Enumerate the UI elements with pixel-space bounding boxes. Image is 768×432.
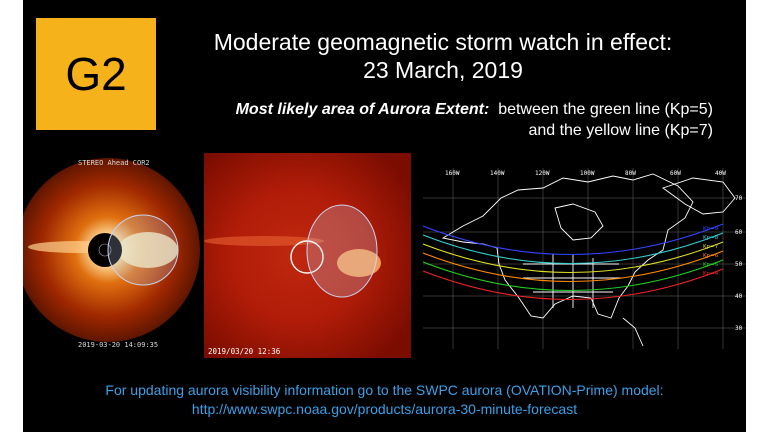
aurora-extent-green-line: between the green line (Kp=5) <box>498 101 713 118</box>
kp-line <box>423 232 724 265</box>
lasco-timestamp: 2019/03/20 12:36 <box>208 347 281 356</box>
aurora-extent-yellow-line: and the yellow line (Kp=7) <box>528 122 713 139</box>
watch-date: 23 March, 2019 <box>363 57 523 83</box>
map-longitude-label: 160W <box>445 170 460 177</box>
kp-line <box>423 241 724 274</box>
forecast-link[interactable]: http://www.swpc.noaa.gov/products/aurora… <box>191 401 578 417</box>
kp-line-label: Kp=5 <box>703 262 719 268</box>
watch-title: Moderate geomagnetic storm watch in effe… <box>183 28 703 84</box>
footer-text: For updating aurora visibility informati… <box>105 382 664 398</box>
map-latitude-label: 60 <box>735 229 743 236</box>
cor2-header: STEREO Ahead COR2 <box>78 159 150 167</box>
slide: G2 Moderate geomagnetic storm watch in e… <box>23 0 746 432</box>
kp-line-label: Kp=9 <box>703 226 719 232</box>
map-latitude-label: 30 <box>735 325 743 332</box>
map-latitude-label: 50 <box>735 261 743 268</box>
storm-level-badge: G2 <box>36 18 156 130</box>
footer: For updating aurora visibility informati… <box>23 381 746 419</box>
cor2-timestamp: 2019-03-20 14:09:35 <box>78 341 158 349</box>
storm-level-label: G2 <box>65 48 127 100</box>
map-longitude-label: 80W <box>625 170 636 177</box>
kp-line <box>423 250 724 283</box>
map-longitude-label: 40W <box>715 170 726 177</box>
kp-line-label: Kp=4 <box>703 271 719 277</box>
map-latitude-label: 70 <box>735 195 743 202</box>
kp-line-label: Kp=8 <box>703 235 719 241</box>
stereo-cor2-image: STEREO Ahead COR2 2019-03-20 14:09:35 <box>23 155 203 352</box>
kp-line <box>423 223 724 256</box>
kp-line-label: Kp=6 <box>703 253 719 259</box>
aurora-extent-note: Most likely area of Aurora Extent: betwe… <box>173 99 713 141</box>
kp-line-label: Kp=7 <box>703 244 719 250</box>
watch-title-line1: Moderate geomagnetic storm watch in effe… <box>213 29 673 55</box>
map-longitude-label: 100W <box>580 170 595 177</box>
kp-line <box>423 268 724 301</box>
lasco-c3-image: 2019/03/20 12:36 <box>204 153 411 358</box>
map-longitude-label: 140W <box>490 170 505 177</box>
aurora-kp-map: Kp=9 Kp=8 Kp=7 Kp=6 Kp=5 Kp=4 160W 140W 120W 100… <box>423 168 746 349</box>
map-longitude-label: 120W <box>535 170 550 177</box>
aurora-extent-label: Most likely area of Aurora Extent: <box>235 101 490 118</box>
map-longitude-label: 60W <box>670 170 681 177</box>
kp-line <box>423 259 724 292</box>
map-latitude-label: 40 <box>735 293 743 300</box>
